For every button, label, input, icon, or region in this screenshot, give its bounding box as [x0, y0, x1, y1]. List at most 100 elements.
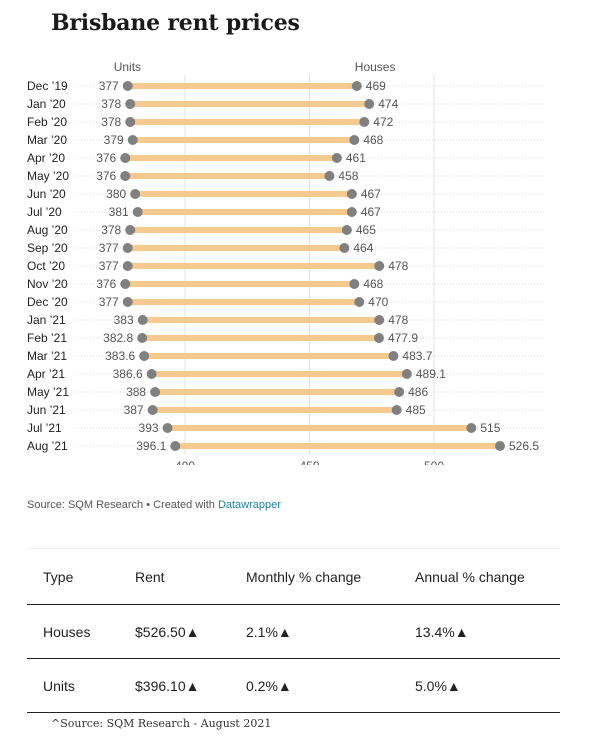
category-label: Mar ’20	[27, 133, 67, 147]
houses-dot	[349, 279, 360, 289]
units-dot	[132, 207, 143, 217]
category-label: May ’20	[27, 169, 69, 183]
category-label: Aug ’20	[27, 223, 68, 237]
category-label: Jun ’20	[27, 187, 66, 201]
category-label: May ’21	[27, 385, 69, 399]
units-value-label: 381	[109, 205, 129, 219]
houses-value-label: 485	[406, 403, 426, 417]
category-label: Mar ’21	[27, 349, 67, 363]
units-dot	[137, 333, 148, 343]
category-label: Dec ’19	[27, 79, 68, 93]
dumbbell-chart: 400 450 500 Units Houses Dec ’19 377 469 Jan ’20…	[27, 60, 545, 465]
table-footnote: ^Source: SQM Research - August 2021	[51, 717, 272, 730]
houses-value-label: 468	[363, 133, 383, 147]
houses-value-label: 467	[361, 205, 381, 219]
units-value-label: 386.6	[113, 367, 143, 381]
houses-value-label: 474	[378, 97, 398, 111]
cell-monthly-change: 0.2%▲	[246, 677, 292, 694]
houses-value-label: 478	[388, 313, 408, 327]
units-dot	[162, 423, 173, 433]
houses-value-label: 483.7	[402, 349, 432, 363]
cell-rent: $396.10▲	[135, 677, 200, 694]
houses-dot	[346, 189, 357, 199]
chart-source: Source: SQM Research • Created with Data…	[27, 499, 281, 511]
houses-value-label: 458	[338, 169, 358, 183]
cell-annual-change: 5.0%▲	[415, 677, 461, 694]
houses-dot	[354, 297, 365, 307]
houses-dot	[388, 351, 399, 361]
houses-dot	[359, 117, 370, 127]
houses-dot	[364, 99, 375, 109]
units-dot	[146, 369, 157, 379]
houses-dot	[339, 243, 350, 253]
houses-value-label: 489.1	[416, 367, 446, 381]
units-value-label: 387	[124, 403, 144, 417]
x-tick-label: 500	[424, 459, 444, 465]
houses-value-label: 470	[368, 295, 388, 309]
cell-type: Units	[43, 677, 75, 694]
header-rent: Rent	[135, 568, 165, 585]
units-dot	[125, 117, 136, 127]
units-value-label: 376	[96, 277, 116, 291]
units-dot	[125, 225, 136, 235]
cell-monthly-change: 2.1%▲	[246, 623, 292, 640]
units-value-label: 377	[99, 79, 119, 93]
units-dot	[137, 315, 148, 325]
units-value-label: 383	[114, 313, 134, 327]
category-label: Feb ’21	[27, 331, 67, 345]
houses-value-label: 461	[346, 151, 366, 165]
table-row-houses: Houses $526.50▲ 2.1%▲ 13.4%▲	[27, 604, 560, 658]
category-label: Jul ’21	[27, 421, 62, 435]
units-value-label: 377	[99, 295, 119, 309]
category-label: Jul ’20	[27, 205, 62, 219]
units-value-label: 376	[96, 169, 116, 183]
header-annual-change: Annual % change	[415, 568, 525, 585]
category-label: Jan ’21	[27, 313, 66, 327]
category-label: Apr ’21	[27, 367, 65, 381]
units-dot	[122, 297, 133, 307]
houses-dot	[331, 153, 342, 163]
units-value-label: 377	[99, 259, 119, 273]
datawrapper-link[interactable]: Datawrapper	[217, 499, 281, 511]
units-value-label: 393	[139, 421, 159, 435]
houses-dot	[466, 423, 477, 433]
houses-value-label: 515	[480, 421, 500, 435]
chart-title: Brisbane rent prices	[51, 10, 300, 36]
category-label: Dec ’20	[27, 295, 68, 309]
units-value-label: 377	[99, 241, 119, 255]
category-label: Apr ’20	[27, 151, 65, 165]
units-dot	[122, 261, 133, 271]
houses-dot	[494, 441, 505, 451]
category-label: Aug ’21	[27, 439, 68, 453]
houses-dot	[401, 369, 412, 379]
units-value-label: 376	[96, 151, 116, 165]
units-dot	[127, 135, 138, 145]
houses-dot	[341, 225, 352, 235]
houses-value-label: 464	[353, 241, 373, 255]
units-dot	[170, 441, 181, 451]
cell-annual-change: 13.4%▲	[415, 623, 469, 640]
x-tick-label: 400	[175, 459, 195, 465]
legend-houses: Houses	[355, 60, 396, 74]
houses-dot	[374, 261, 385, 271]
units-dot	[122, 243, 133, 253]
units-dot	[120, 279, 131, 289]
cell-rent: $526.50▲	[135, 623, 200, 640]
x-tick-label: 450	[299, 459, 319, 465]
units-dot	[150, 387, 161, 397]
header-type: Type	[43, 568, 74, 585]
legend-units: Units	[114, 60, 141, 74]
table-row-units: Units $396.10▲ 0.2%▲ 5.0%▲	[27, 658, 560, 713]
units-value-label: 378	[101, 97, 121, 111]
units-dot	[147, 405, 158, 415]
houses-value-label: 469	[366, 79, 386, 93]
houses-value-label: 526.5	[509, 439, 539, 453]
houses-value-label: 477.9	[388, 331, 418, 345]
houses-dot	[351, 81, 362, 91]
houses-value-label: 465	[356, 223, 376, 237]
units-dot	[139, 351, 150, 361]
units-value-label: 379	[104, 133, 124, 147]
houses-value-label: 468	[363, 277, 383, 291]
units-value-label: 378	[101, 115, 121, 129]
category-label: Jan ’20	[27, 97, 66, 111]
